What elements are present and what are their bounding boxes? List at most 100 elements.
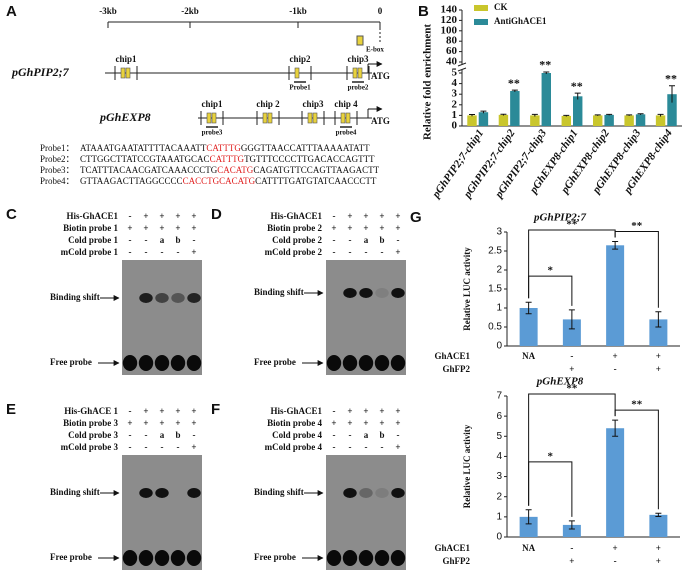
condition-label: GhFP2 bbox=[442, 364, 470, 374]
e-box bbox=[356, 35, 364, 46]
chip-label: chip2 bbox=[289, 54, 311, 64]
probe-label: probe2 bbox=[348, 84, 369, 92]
free-band bbox=[170, 355, 186, 371]
probe-sequence: CTTGGCTTATCCGTAAATGCACCATTTGTGTTTCCCCTTG… bbox=[80, 154, 375, 164]
error-bar bbox=[657, 113, 664, 117]
gene-name: pGhEXP8 bbox=[99, 110, 151, 124]
lane-sign: - bbox=[333, 235, 336, 245]
lane-sign: + bbox=[363, 406, 368, 416]
lane-sign: a bbox=[160, 430, 165, 440]
y-tick-label: 1 bbox=[496, 303, 502, 314]
panel-label: F bbox=[211, 401, 220, 418]
free-band bbox=[122, 550, 138, 566]
sequence-part: CATTTG bbox=[206, 143, 241, 153]
panel-label: G bbox=[410, 209, 422, 226]
bar bbox=[655, 115, 666, 126]
row-label: His-GhACE1 bbox=[270, 211, 322, 221]
probe-name: Probe4： bbox=[40, 176, 75, 186]
y-axis-label: Relative LUC activity bbox=[462, 424, 472, 508]
lane-sign: + bbox=[363, 418, 368, 428]
lane-sign: + bbox=[191, 223, 196, 233]
condition-value: - bbox=[614, 364, 617, 374]
panel-label: E bbox=[6, 401, 16, 418]
chip-label: chip1 bbox=[201, 99, 223, 109]
condition-label: GhFP2 bbox=[442, 556, 470, 566]
lane-sign: + bbox=[127, 418, 132, 428]
y-axis-label: Relative LUC activity bbox=[462, 247, 472, 331]
free-band bbox=[138, 550, 154, 566]
row-label: mCold probe 2 bbox=[265, 247, 323, 257]
lane-sign: + bbox=[395, 442, 400, 452]
shift-band bbox=[187, 488, 201, 498]
e-box bbox=[357, 67, 363, 79]
lane-sign: b bbox=[379, 430, 384, 440]
bar bbox=[561, 115, 571, 126]
chart-title: pGhPIP2;7 bbox=[533, 212, 586, 224]
error-bar bbox=[594, 114, 601, 116]
panel-label: C bbox=[6, 206, 17, 223]
lane-sign: - bbox=[145, 442, 148, 452]
y-tick-label: 60 bbox=[446, 45, 458, 57]
lane-sign: - bbox=[365, 247, 368, 257]
scale-tick-label: -2kb bbox=[181, 6, 199, 16]
free-band bbox=[326, 550, 342, 566]
bar bbox=[606, 245, 625, 346]
significance: ** bbox=[566, 383, 578, 395]
bar bbox=[530, 115, 540, 126]
free-band bbox=[358, 355, 374, 371]
free-probe-label: Free probe bbox=[254, 357, 296, 367]
lane-sign: - bbox=[349, 235, 352, 245]
row-label: Cold probe 4 bbox=[272, 430, 322, 440]
condition-value: + bbox=[656, 556, 661, 566]
lane-sign: + bbox=[331, 223, 336, 233]
lane-sign: - bbox=[129, 406, 132, 416]
bar bbox=[604, 114, 614, 126]
probe-name: Probe1： bbox=[40, 143, 75, 153]
bar bbox=[649, 514, 668, 537]
y-tick-label: 0 bbox=[496, 532, 502, 543]
scale-tick-label: 0 bbox=[378, 6, 383, 16]
error-bar bbox=[568, 309, 575, 330]
lane-sign: a bbox=[160, 235, 165, 245]
lane-sign: b bbox=[379, 235, 384, 245]
atg: ATG bbox=[371, 116, 390, 126]
e-box bbox=[211, 112, 217, 124]
lane-sign: - bbox=[177, 442, 180, 452]
lane-sign: - bbox=[349, 430, 352, 440]
error-bar bbox=[655, 311, 662, 328]
shift-band bbox=[139, 488, 153, 498]
lane-sign: + bbox=[143, 418, 148, 428]
condition-label: GhACE1 bbox=[434, 543, 470, 553]
y-tick-label: 7 bbox=[496, 391, 502, 402]
error-bar bbox=[480, 110, 487, 114]
lane-sign: + bbox=[191, 211, 196, 221]
sequence-part: ATAAATGAATATTTTACAAATT bbox=[80, 143, 207, 153]
shift-band bbox=[391, 488, 405, 498]
bar bbox=[541, 73, 551, 126]
shift-band bbox=[155, 488, 169, 498]
chart-title: pGhEXP8 bbox=[536, 376, 584, 388]
e-box bbox=[125, 67, 131, 79]
error-bar bbox=[525, 301, 532, 315]
bracket bbox=[528, 461, 573, 517]
sequence-part: CATTTG bbox=[210, 154, 245, 164]
lane-sign: + bbox=[363, 211, 368, 221]
row-label: His-GhACE 1 bbox=[64, 406, 118, 416]
significance: ** bbox=[508, 76, 520, 90]
lane-sign: + bbox=[331, 418, 336, 428]
scale-tick-label: -1kb bbox=[289, 6, 307, 16]
condition-value: - bbox=[570, 543, 573, 553]
row-label: Biotin probe 2 bbox=[267, 223, 322, 233]
condition-value: + bbox=[656, 543, 661, 553]
lane-sign: - bbox=[333, 442, 336, 452]
sequence-part: CACCTGCACATG bbox=[183, 176, 256, 186]
lane-sign: a bbox=[364, 235, 369, 245]
y-tick-label: 40 bbox=[446, 56, 458, 68]
lane-sign: - bbox=[193, 235, 196, 245]
lane-sign: + bbox=[363, 223, 368, 233]
condition-value: NA bbox=[522, 351, 535, 361]
free-band bbox=[186, 550, 202, 566]
sequence-part: CTTGGCTTATCCGTAAATGCAC bbox=[80, 154, 210, 164]
e-box bbox=[120, 67, 126, 79]
